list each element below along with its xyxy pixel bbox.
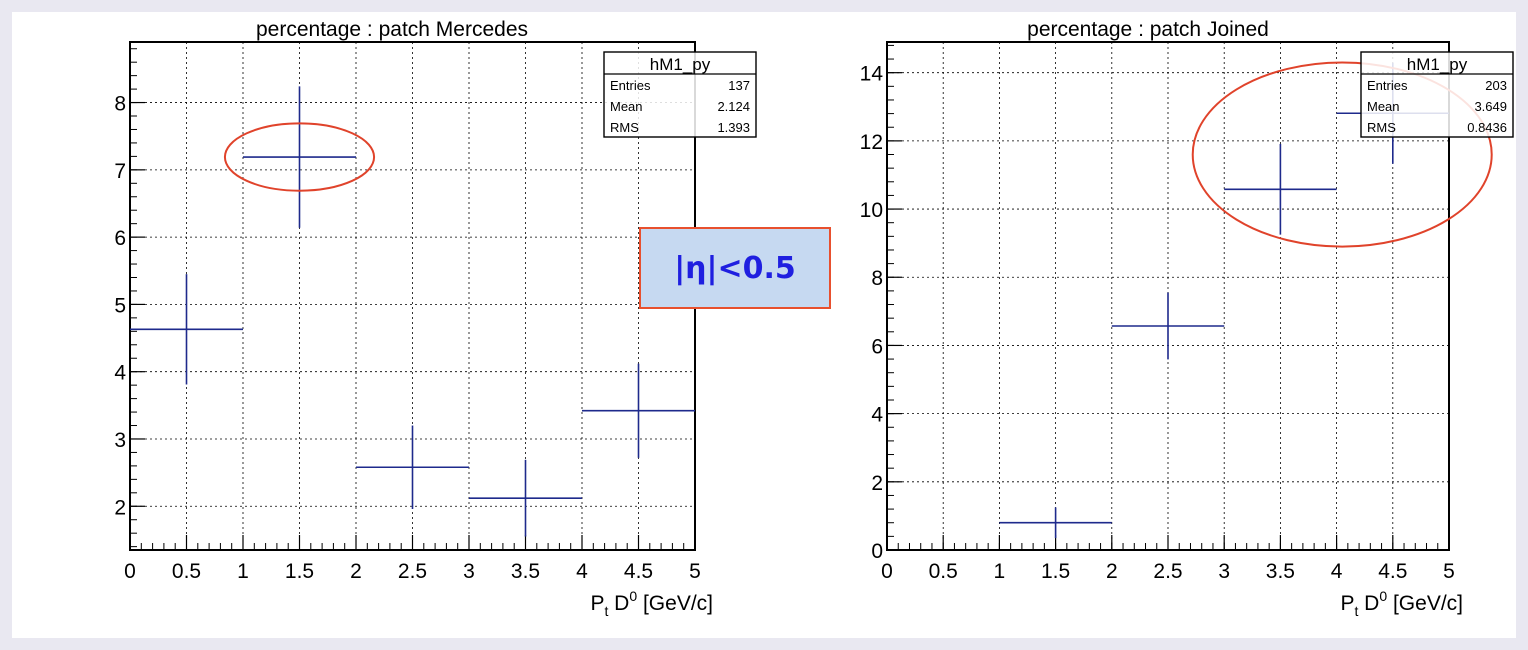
y-tick-label: 4 bbox=[114, 362, 126, 385]
stats-row-label: RMS bbox=[610, 120, 639, 135]
stats-row-value: 0.8436 bbox=[1467, 120, 1507, 135]
x-tick-label: 1 bbox=[994, 560, 1006, 583]
x-tick-label: 0.5 bbox=[172, 560, 201, 583]
x-tick-label: 0 bbox=[881, 560, 893, 583]
x-tick-label: 3.5 bbox=[511, 560, 540, 583]
stats-row-label: Entries bbox=[610, 78, 651, 93]
x-tick-label: 2.5 bbox=[1153, 560, 1182, 583]
x-tick-label: 0 bbox=[124, 560, 136, 583]
stats-row-label: Mean bbox=[1367, 99, 1400, 114]
stats-row-value: 2.124 bbox=[717, 99, 750, 114]
chart-panel-1: percentage : patch Mercedes 0 0.5 1 1.5 2 2.5 3… bbox=[114, 18, 757, 619]
stats-box-frame bbox=[603, 51, 757, 138]
y-tick-label: 5 bbox=[114, 294, 126, 317]
stats-row-value: 3.649 bbox=[1474, 99, 1507, 114]
eta-range-label: |η|<0.5 bbox=[639, 227, 831, 309]
chart-panel-2: percentage : patch Joined 0 0.5 1 1.5 2 2.5 3 3.… bbox=[860, 18, 1514, 619]
x-axis-label: Pt D0 [GeV/c] bbox=[1340, 588, 1463, 619]
stats-box-name: hM1_py bbox=[650, 55, 711, 74]
y-tick-label: 0 bbox=[871, 540, 883, 563]
highlight-ellipse bbox=[223, 122, 376, 192]
stats-box: hM1_py Entries 137 Mean 2.124 RMS 1.393 bbox=[603, 51, 757, 138]
y-tick-label: 3 bbox=[114, 429, 126, 452]
y-tick-label: 12 bbox=[860, 131, 883, 154]
stats-row-value: 203 bbox=[1485, 78, 1507, 93]
panel-background bbox=[12, 12, 1516, 638]
data-point bbox=[999, 507, 1112, 539]
data-point bbox=[356, 425, 469, 509]
stats-box-frame bbox=[1360, 51, 1514, 138]
y-tick-label: 4 bbox=[871, 404, 883, 427]
data-point bbox=[1224, 143, 1337, 235]
x-axis-label: Pt D0 [GeV/c] bbox=[590, 588, 713, 619]
x-tick-label: 1 bbox=[237, 560, 249, 583]
y-tick-label: 10 bbox=[860, 199, 883, 222]
stats-box: hM1_py Entries 203 Mean 3.649 RMS 0.8436 bbox=[1360, 51, 1514, 138]
x-tick-label: 0.5 bbox=[929, 560, 958, 583]
data-point bbox=[1111, 292, 1225, 360]
stats-row-label: Mean bbox=[610, 99, 643, 114]
y-tick-label: 8 bbox=[871, 267, 883, 290]
stats-box-name: hM1_py bbox=[1407, 55, 1468, 74]
y-tick-label: 8 bbox=[114, 93, 126, 116]
x-tick-label: 4.5 bbox=[624, 560, 653, 583]
x-tick-label: 2.5 bbox=[398, 560, 427, 583]
x-tick-label: 1.5 bbox=[1041, 560, 1070, 583]
data-point bbox=[469, 459, 582, 537]
x-tick-label: 5 bbox=[1443, 560, 1455, 583]
stats-row-label: Entries bbox=[1367, 78, 1408, 93]
y-tick-label: 6 bbox=[871, 335, 883, 358]
stats-row-value: 137 bbox=[728, 78, 750, 93]
y-tick-label: 6 bbox=[114, 227, 126, 250]
x-tick-label: 5 bbox=[689, 560, 701, 583]
y-tick-label: 7 bbox=[114, 160, 126, 183]
y-tick-label: 14 bbox=[860, 63, 884, 86]
chart-title: percentage : patch Mercedes bbox=[256, 18, 528, 41]
y-tick-label: 2 bbox=[114, 496, 126, 519]
data-point bbox=[582, 363, 695, 458]
x-tick-label: 4.5 bbox=[1378, 560, 1407, 583]
stats-row-label: RMS bbox=[1367, 120, 1396, 135]
x-tick-label: 3 bbox=[463, 560, 475, 583]
x-tick-label: 3 bbox=[1218, 560, 1230, 583]
chart-title: percentage : patch Joined bbox=[1027, 18, 1269, 41]
x-tick-label: 4 bbox=[1331, 560, 1343, 583]
x-tick-label: 4 bbox=[576, 560, 588, 583]
data-point bbox=[130, 274, 243, 385]
data-point bbox=[243, 86, 356, 228]
x-tick-label: 1.5 bbox=[285, 560, 314, 583]
x-tick-label: 2 bbox=[1106, 560, 1118, 583]
highlight-ellipse bbox=[1191, 61, 1493, 248]
y-tick-label: 2 bbox=[871, 472, 883, 495]
x-tick-label: 2 bbox=[350, 560, 362, 583]
stats-row-value: 1.393 bbox=[717, 120, 750, 135]
x-tick-label: 3.5 bbox=[1266, 560, 1295, 583]
eta-range-text: |η|<0.5 bbox=[674, 250, 796, 286]
